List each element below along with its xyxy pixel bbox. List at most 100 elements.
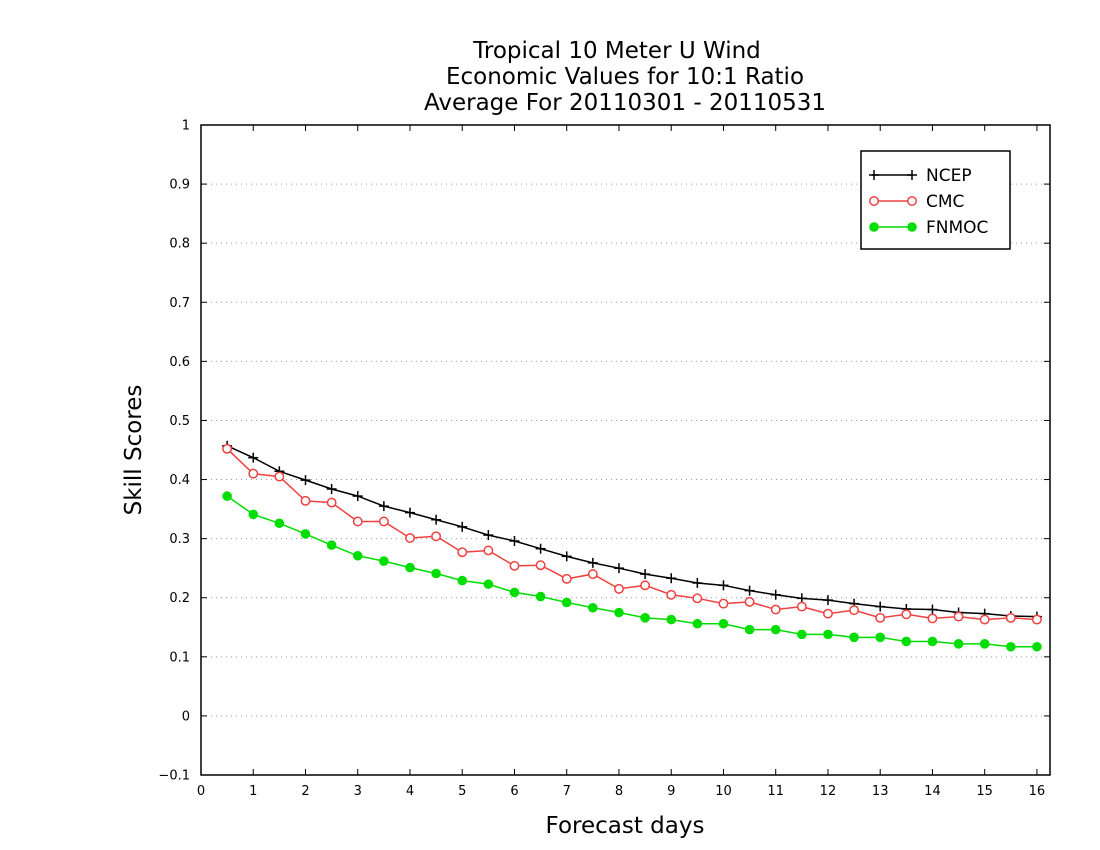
data-point-fnmoc [640,613,650,623]
data-point-fnmoc [431,568,441,579]
legend-marker [869,196,879,206]
data-point-cmc [1005,612,1016,623]
y-tick-label: 0.6 [169,355,190,370]
data-point-ncep [535,543,546,554]
y-tick-label: 0.9 [169,178,190,193]
data-point-fnmoc [901,636,912,647]
data-point-cmc [770,604,781,615]
y-tick-label: 0.5 [169,414,190,429]
y-tick-label: 0.4 [169,473,190,488]
data-point-ncep [561,551,572,562]
x-tick-label: 3 [354,784,362,799]
data-point-fnmoc [483,579,494,589]
data-point-cmc [326,497,337,508]
chart-title-line-1: Tropical 10 Meter U Wind [472,38,761,64]
data-point-cmc [300,495,311,506]
data-point-cmc [666,589,677,600]
data-point-fnmoc [849,632,859,643]
data-point-fnmoc [770,624,781,635]
series-ncep [222,440,1042,622]
data-point-fnmoc [953,639,964,649]
data-point-cmc [248,468,259,479]
data-point-cmc [274,471,285,482]
data-point-ncep [822,595,833,606]
data-point-cmc [587,569,598,580]
x-tick-label: 2 [301,784,309,799]
data-point-fnmoc [744,624,755,635]
y-axis-label: Skill Scores [121,385,147,516]
data-point-ncep [875,601,886,612]
data-point-cmc [614,583,624,594]
data-point-cmc [483,545,494,556]
x-tick-label: 13 [872,784,889,799]
data-point-cmc [509,560,520,571]
series-fnmoc [222,491,1042,652]
plot-frame [200,124,1051,776]
data-point-ncep [483,530,494,541]
data-point-ncep [770,589,781,600]
data-point-ncep [666,573,677,584]
x-tick-label: 15 [976,784,993,799]
data-point-fnmoc [457,575,468,586]
data-point-ncep [352,491,363,502]
x-tick-label: 7 [563,784,571,799]
data-point-cmc [796,601,807,612]
y-tick-label: −0.1 [158,769,190,784]
legend-marker [869,222,879,232]
data-point-fnmoc [300,529,311,539]
data-point-fnmoc [248,509,259,520]
y-tick-label: 0.1 [169,650,190,665]
data-point-fnmoc [875,632,886,643]
series-line-cmc [226,448,1037,621]
data-point-fnmoc [1032,641,1042,652]
data-point-ncep [640,569,651,580]
legend-item-ncep: NCEP [869,166,972,186]
x-tick-label: 0 [197,784,205,799]
y-tick-label: 0.3 [169,532,190,547]
data-point-cmc [718,598,729,609]
y-tick-label: 1 [182,119,190,134]
data-point-cmc [953,611,964,622]
legend-marker [869,170,879,180]
data-point-fnmoc [979,639,990,649]
y-tick-label: 0 [182,709,190,724]
data-point-ncep [718,580,729,591]
data-point-cmc [431,531,442,542]
x-tick-label: 14 [924,784,941,799]
series-line-ncep [226,445,1037,618]
legend: NCEP CMC FNMOC [860,150,1011,250]
legend-label: FNMOC [926,218,988,238]
data-point-ncep [326,484,337,494]
data-point-fnmoc [588,602,598,613]
data-point-fnmoc [405,562,415,573]
data-point-fnmoc [718,618,729,629]
data-point-cmc [875,612,886,623]
data-point-cmc [405,533,415,543]
data-point-fnmoc [666,614,677,625]
data-point-cmc [692,593,703,604]
legend-box [860,150,1011,250]
data-point-ncep [248,452,259,463]
grid-lines [201,183,1050,717]
data-point-cmc [927,613,938,624]
legend-marker [907,222,917,232]
x-tick-label: 10 [715,784,732,799]
data-point-fnmoc [927,636,938,647]
x-tick-label: 9 [667,784,675,799]
data-point-fnmoc [352,550,363,561]
data-point-fnmoc [222,491,232,501]
data-point-cmc [1031,614,1042,625]
x-tick-label: 16 [1029,784,1046,799]
data-point-ncep [431,514,442,525]
data-point-fnmoc [1006,641,1016,652]
x-tick-label: 1 [249,784,257,799]
y-tick-label: 0.8 [169,237,190,252]
data-point-fnmoc [326,540,337,550]
data-point-ncep [300,475,311,486]
data-point-cmc [849,605,860,616]
data-point-cmc [378,516,389,527]
x-tick-label: 4 [406,784,414,799]
data-point-fnmoc [535,591,546,602]
data-point-ncep [404,507,415,518]
